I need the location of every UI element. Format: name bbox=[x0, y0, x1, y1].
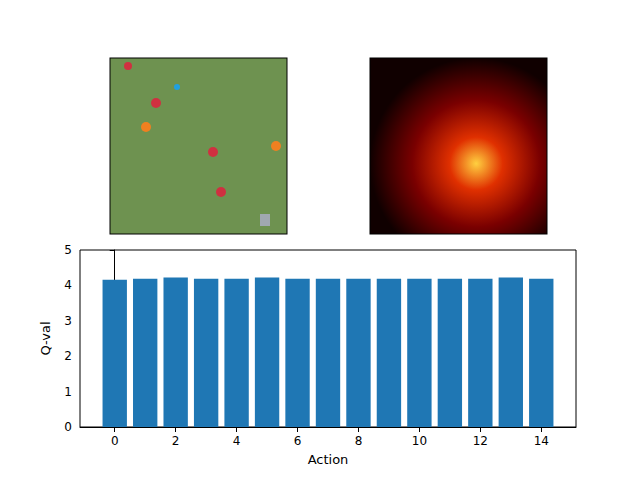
svg-text:3: 3 bbox=[64, 314, 72, 328]
svg-text:4: 4 bbox=[233, 434, 241, 448]
svg-text:1: 1 bbox=[64, 385, 72, 399]
svg-text:0: 0 bbox=[111, 434, 119, 448]
svg-text:8: 8 bbox=[355, 434, 363, 448]
svg-text:10: 10 bbox=[412, 434, 427, 448]
svg-text:0: 0 bbox=[64, 420, 72, 434]
svg-text:12: 12 bbox=[473, 434, 488, 448]
svg-text:5: 5 bbox=[64, 243, 72, 257]
svg-text:2: 2 bbox=[172, 434, 180, 448]
svg-text:6: 6 bbox=[294, 434, 302, 448]
svg-text:Q-val: Q-val bbox=[38, 321, 53, 355]
svg-text:Action: Action bbox=[308, 452, 349, 467]
svg-text:2: 2 bbox=[64, 349, 72, 363]
svg-text:4: 4 bbox=[64, 278, 72, 292]
svg-text:14: 14 bbox=[534, 434, 549, 448]
